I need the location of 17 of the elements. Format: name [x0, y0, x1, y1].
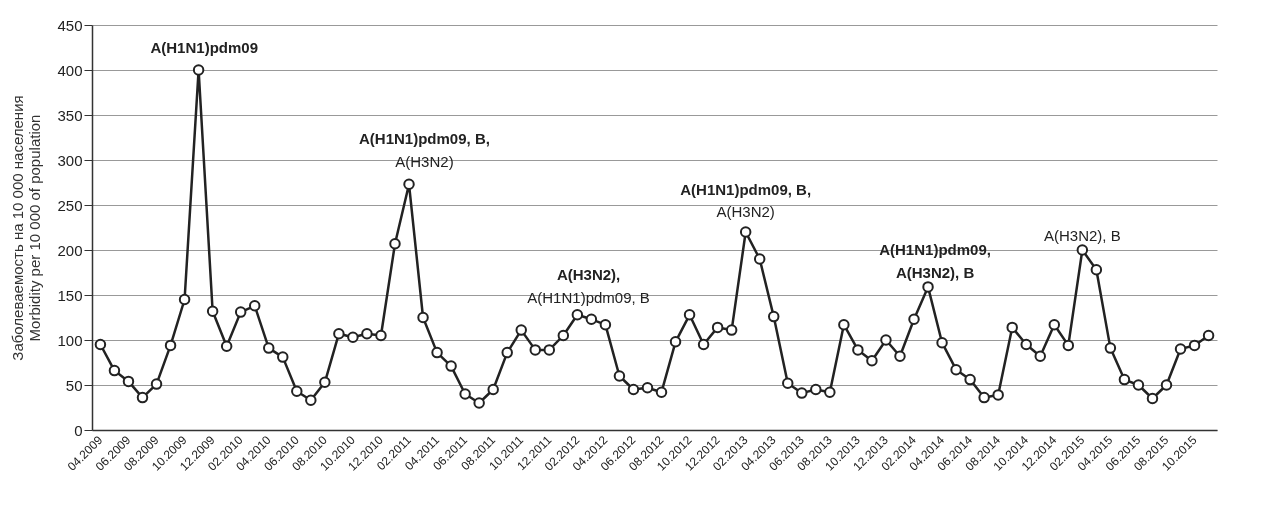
- y-tick-label: 450: [57, 16, 83, 34]
- y-tick-label: 0: [74, 421, 83, 439]
- y-tick-label: 50: [65, 376, 83, 394]
- y-tick-label: 350: [57, 106, 83, 124]
- y-axis-title: Заболеваемость на 10 000 населения Morbidity per 10 000 of population: [9, 95, 44, 361]
- y-tick-label: 200: [57, 241, 83, 259]
- annotation: A(H3N2), A(H1N1)pdm09, B: [527, 266, 650, 306]
- annotation: A(H1N1)pdm09, B, A(H3N2): [680, 180, 812, 221]
- y-tick-label: 150: [57, 286, 83, 304]
- annotation: A(H3N2), B: [1043, 226, 1121, 244]
- y-tick-label: 100: [57, 331, 83, 349]
- y-tick-label: 250: [57, 196, 83, 214]
- y-tick-label: 300: [57, 151, 83, 169]
- annotation: A(H1N1)pdm09, A(H3N2), B: [879, 241, 991, 281]
- annotation: A(H1N1)pdm09: [150, 39, 258, 57]
- y-tick-label: 400: [57, 61, 83, 79]
- annotation: A(H1N1)pdm09, B, A(H3N2): [359, 130, 490, 170]
